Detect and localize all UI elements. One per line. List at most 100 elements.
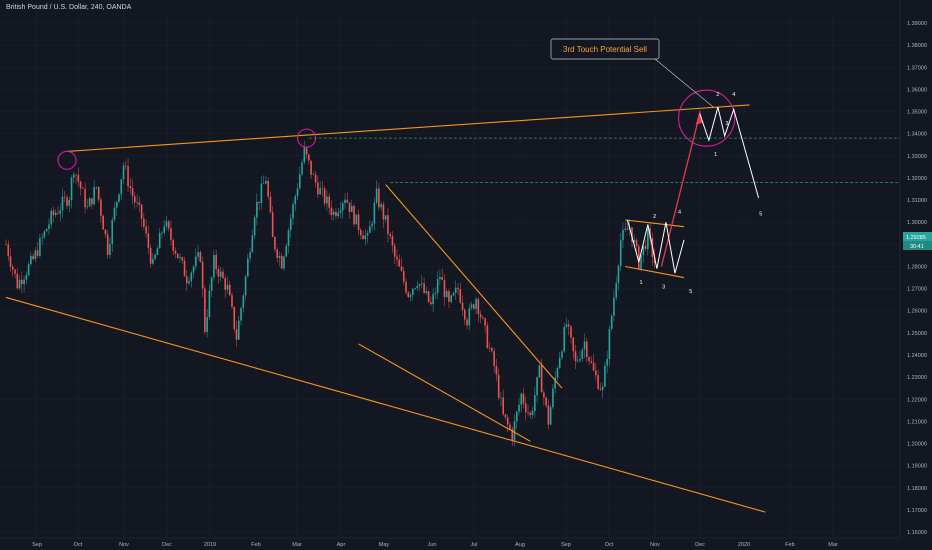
candle-body: [531, 410, 534, 416]
candle-body: [631, 227, 633, 243]
candle-body: [488, 347, 491, 349]
candle-body: [170, 228, 172, 241]
candle-body: [484, 318, 486, 326]
price-tick-label: 1.39000: [907, 21, 927, 27]
candle-body: [100, 199, 102, 216]
price-tick-label: 1.36000: [907, 87, 927, 93]
candle-body: [642, 245, 645, 256]
price-tick-label: 1.28000: [907, 264, 927, 270]
candle-body: [495, 365, 498, 375]
candle-body: [527, 412, 529, 413]
candle-body: [283, 256, 285, 269]
candle-body: [398, 259, 401, 267]
candle-body: [93, 187, 95, 205]
candle-body: [308, 154, 310, 161]
candle-body: [339, 210, 342, 213]
candle-body: [615, 283, 617, 298]
candle-body: [448, 291, 450, 302]
candle-body: [41, 237, 43, 239]
candle-body: [45, 229, 48, 232]
candle-body: [97, 186, 100, 200]
time-tick-label: Jun: [428, 542, 437, 548]
price-tick-label: 1.25000: [907, 331, 927, 337]
candle-body: [176, 253, 179, 259]
candle-body: [154, 254, 156, 259]
candle-body: [129, 186, 132, 188]
candle-body: [360, 229, 362, 236]
price-axis[interactable]: 1.39000 1.38000 1.37000 1.36000 1.35000 1.340…: [899, 0, 932, 550]
candle-body: [586, 341, 588, 358]
candle-body: [588, 357, 590, 362]
candle-body: [23, 279, 25, 285]
time-tick-label: 2019: [204, 542, 216, 548]
time-axis[interactable]: Sep Oct Nov Dec 2019 Feb Mar Apr May Jun Jul Aug Sep…: [0, 537, 900, 548]
current-price-tag: 1.29285 30:41: [903, 232, 932, 250]
candle-body: [493, 351, 495, 366]
candle-body: [312, 174, 315, 176]
candle-body: [430, 302, 432, 305]
candle-body: [118, 194, 120, 202]
candle-body: [450, 295, 453, 302]
candle-body: [439, 276, 441, 280]
candle-body: [109, 243, 111, 255]
candle-body: [328, 196, 330, 208]
candle-body: [344, 199, 346, 204]
candle-body: [122, 165, 125, 180]
candle-body: [579, 358, 581, 361]
candle-body: [547, 405, 550, 425]
candle-body: [210, 277, 213, 291]
channel-upper-trendline: [385, 184, 563, 389]
candle-body: [443, 279, 446, 298]
candle-body: [502, 397, 504, 415]
top-wave-label: 4: [732, 92, 735, 98]
candle-body: [348, 202, 351, 212]
candle-body: [84, 188, 86, 208]
arrow-head: [695, 109, 703, 125]
candle-body: [95, 186, 98, 188]
flag-wave-label: 3: [662, 285, 665, 291]
candle-body: [233, 306, 236, 330]
candle-body: [441, 276, 443, 280]
candle-body: [57, 213, 59, 214]
candle-body: [583, 341, 586, 350]
candle-body: [504, 414, 507, 418]
candle-body: [39, 238, 41, 256]
candle-body: [21, 279, 23, 285]
candle-body: [375, 188, 378, 203]
candle-body: [529, 412, 532, 416]
candle-body: [407, 292, 410, 298]
candle-body: [330, 207, 333, 215]
candle-body: [337, 212, 340, 217]
candle-body: [66, 197, 68, 206]
price-tick-label: 1.32000: [907, 176, 927, 182]
candle-body: [606, 358, 608, 366]
candle-body: [369, 226, 371, 233]
candle-body: [604, 365, 606, 387]
flag-wave-label: 4: [678, 209, 681, 215]
candle-body: [552, 388, 554, 408]
candle-body: [366, 232, 369, 236]
flag-wave-path: [627, 219, 685, 274]
candle-body: [570, 326, 572, 338]
candle-body: [378, 188, 380, 208]
chart-grid: [0, 12, 900, 538]
price-tick-label: 1.24000: [907, 353, 927, 359]
candle-body: [565, 324, 568, 327]
candle-body: [147, 233, 150, 248]
candle-body: [640, 255, 642, 269]
time-tick-label: Feb: [785, 542, 794, 548]
candle-body: [201, 261, 204, 289]
candle-body: [34, 250, 37, 260]
candle-body: [7, 244, 10, 257]
channel-lower-trendline: [358, 343, 531, 442]
candle-body: [590, 361, 593, 363]
candle-body: [143, 218, 145, 227]
candle-body: [276, 249, 278, 258]
time-tick-label: Jul: [470, 542, 477, 548]
time-tick-label: Dec: [695, 542, 705, 548]
candle-body: [127, 166, 129, 187]
price-tick-label: 1.20000: [907, 442, 927, 448]
candle-body: [384, 215, 387, 220]
candle-body: [635, 240, 638, 247]
